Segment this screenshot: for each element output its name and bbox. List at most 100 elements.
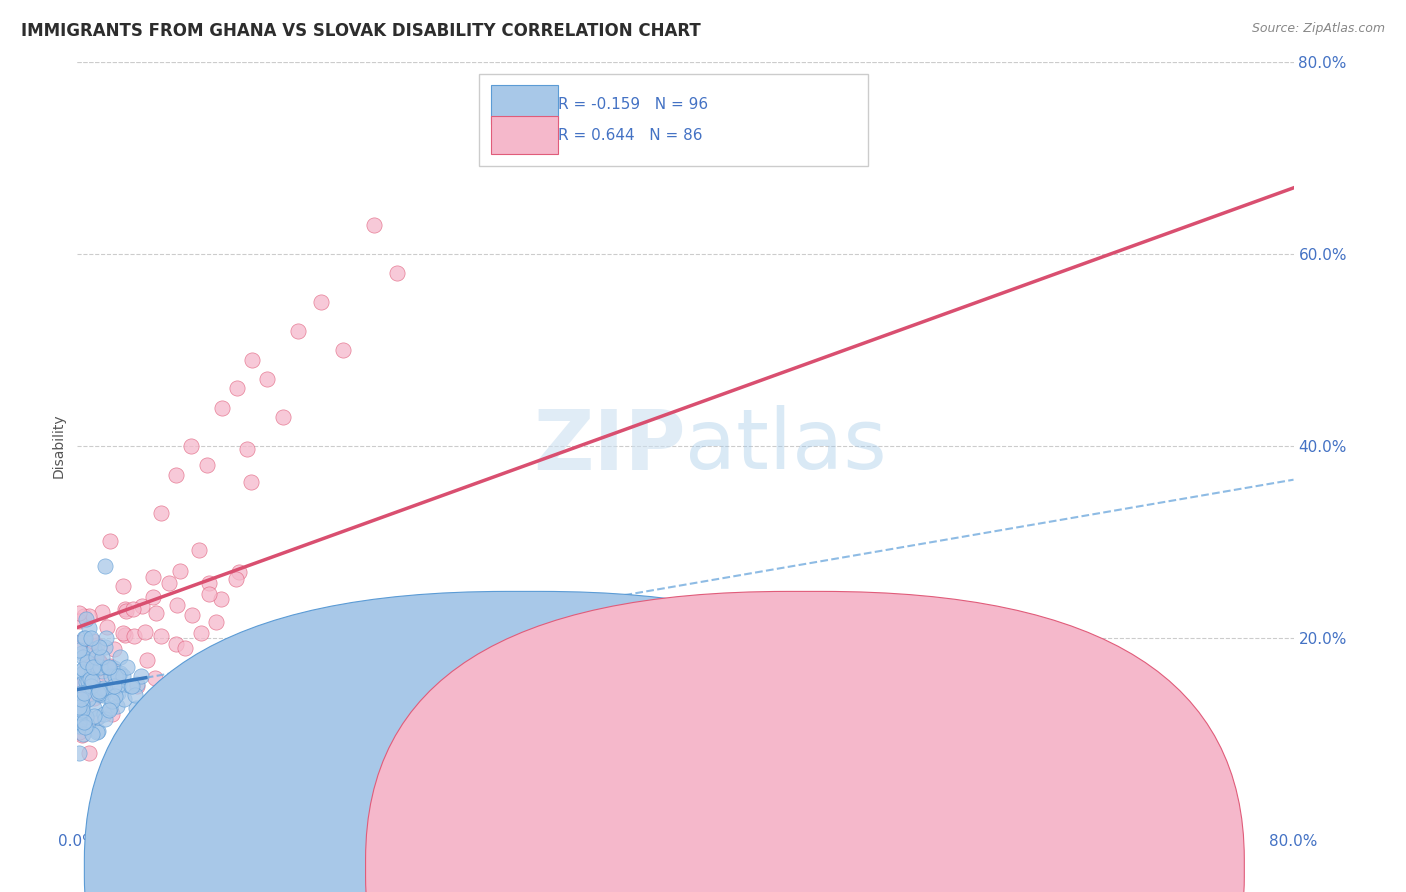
Point [70, 699, 93, 714]
Point [103, 679, 125, 693]
Point [76, 657, 98, 671]
Point [114, 628, 136, 642]
Point [90, 664, 112, 678]
Point [309, 295, 332, 310]
Point [225, 572, 247, 586]
Point [67, 714, 90, 729]
Point [114, 602, 136, 616]
Point [134, 625, 156, 640]
Point [90, 605, 112, 619]
Point [73, 631, 96, 645]
Point [67, 681, 90, 695]
Point [91, 689, 114, 703]
Point [72, 662, 94, 676]
Point [69, 692, 91, 706]
Text: atlas: atlas [686, 406, 887, 486]
Point [363, 219, 385, 233]
Point [87, 655, 110, 669]
Text: ZIP: ZIP [533, 406, 686, 486]
Point [107, 686, 129, 700]
Point [135, 653, 157, 667]
Point [76, 655, 98, 669]
Point [125, 680, 148, 694]
Point [86, 710, 108, 724]
Y-axis label: Disability: Disability [52, 414, 66, 478]
Point [108, 649, 131, 664]
Point [70, 686, 93, 700]
Point [79, 686, 101, 700]
Point [198, 576, 221, 591]
Point [87, 640, 110, 655]
Point [157, 683, 180, 698]
Point [142, 590, 165, 604]
Point [93, 674, 115, 689]
Point [72, 704, 94, 718]
FancyBboxPatch shape [478, 74, 868, 166]
Point [84, 649, 107, 664]
Point [80, 679, 103, 693]
Point [72, 727, 94, 741]
Point [111, 669, 134, 683]
Point [70, 696, 93, 710]
Point [77, 639, 100, 653]
Point [111, 625, 134, 640]
Point [98, 659, 121, 673]
Point [79, 608, 101, 623]
Point [198, 587, 221, 601]
Point [80, 631, 103, 645]
Point [117, 659, 139, 673]
Point [73, 608, 96, 623]
Point [93, 707, 115, 722]
Text: IMMIGRANTS FROM GHANA VS SLOVAK DISABILITY CORRELATION CHART: IMMIGRANTS FROM GHANA VS SLOVAK DISABILI… [21, 22, 700, 40]
Point [82, 674, 104, 689]
Point [79, 746, 101, 760]
Point [82, 659, 104, 673]
Point [796, 731, 818, 746]
Point [211, 401, 233, 415]
Point [143, 671, 166, 685]
Point [72, 676, 94, 690]
Text: Slovaks: Slovaks [830, 861, 883, 875]
FancyBboxPatch shape [491, 116, 558, 154]
Point [100, 694, 122, 708]
Point [145, 607, 167, 621]
Point [83, 659, 105, 673]
Text: R = -0.159   N = 96: R = -0.159 N = 96 [558, 97, 707, 112]
Point [131, 599, 153, 614]
Point [100, 701, 122, 715]
Point [90, 657, 112, 672]
Point [72, 650, 94, 665]
Point [190, 626, 212, 640]
Point [67, 606, 90, 620]
Point [105, 699, 128, 714]
Point [240, 475, 263, 489]
Point [121, 679, 143, 693]
Point [287, 324, 309, 338]
Point [90, 681, 112, 696]
Point [166, 598, 188, 612]
Point [103, 642, 125, 657]
Point [97, 659, 120, 673]
Point [125, 677, 148, 691]
Point [67, 643, 90, 657]
Point [96, 631, 118, 645]
Point [108, 666, 131, 681]
Point [169, 564, 191, 578]
Point [120, 679, 142, 693]
Point [228, 565, 250, 579]
Point [91, 681, 114, 695]
Point [271, 410, 294, 425]
Point [226, 382, 249, 396]
Point [675, 741, 697, 756]
FancyBboxPatch shape [491, 86, 558, 124]
Point [87, 654, 110, 668]
Point [188, 542, 211, 557]
Point [77, 672, 100, 686]
Point [93, 558, 115, 573]
Text: R = 0.644   N = 86: R = 0.644 N = 86 [558, 128, 702, 143]
Point [70, 678, 93, 692]
Point [96, 620, 118, 634]
Point [112, 691, 135, 706]
Point [67, 725, 90, 739]
Point [100, 669, 122, 683]
